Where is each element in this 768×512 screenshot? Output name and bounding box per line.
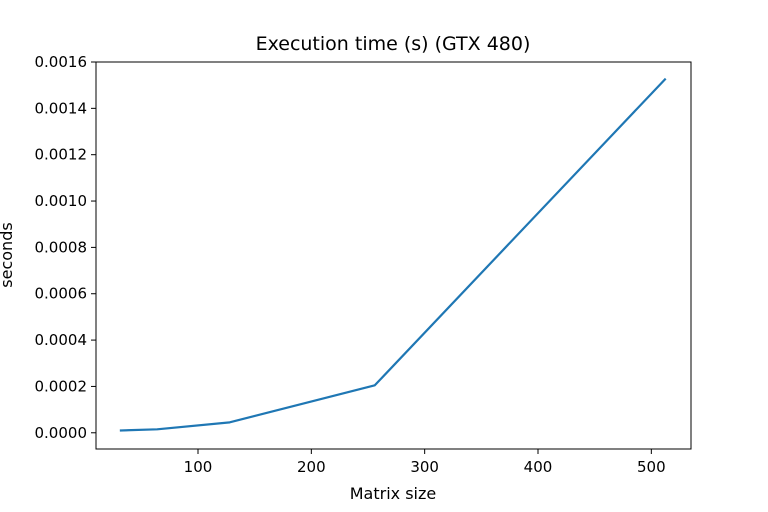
x-tick-label: 400 bbox=[524, 458, 553, 476]
x-axis-label: Matrix size bbox=[350, 484, 436, 503]
y-tick-label: 0.0002 bbox=[35, 377, 88, 395]
x-tick-label: 500 bbox=[637, 458, 666, 476]
y-tick-label: 0.0010 bbox=[35, 192, 88, 210]
y-tick-label: 0.0008 bbox=[35, 238, 88, 256]
series-layer bbox=[119, 77, 667, 432]
y-axis-label: seconds bbox=[0, 222, 16, 287]
y-tick-label: 0.0006 bbox=[35, 285, 88, 303]
y-axis-ticks: 0.0000 0.0002 0.0004 0.0006 0.0008 0.0010 0.00… bbox=[35, 53, 96, 442]
y-tick-label: 0.0000 bbox=[35, 424, 88, 442]
x-tick-label: 100 bbox=[184, 458, 213, 476]
plot-area bbox=[95, 61, 692, 450]
y-tick-label: 0.0012 bbox=[35, 146, 88, 164]
x-tick-label: 200 bbox=[297, 458, 326, 476]
y-tick-label: 0.0004 bbox=[35, 331, 88, 349]
x-tick-label: 300 bbox=[410, 458, 439, 476]
y-tick-label: 0.0016 bbox=[35, 53, 88, 71]
y-tick-label: 0.0014 bbox=[35, 99, 88, 117]
chart-title: Execution time (s) (GTX 480) bbox=[256, 33, 531, 55]
x-axis-ticks: 100 200 300 400 500 bbox=[184, 449, 666, 476]
plot-frame bbox=[95, 61, 692, 450]
